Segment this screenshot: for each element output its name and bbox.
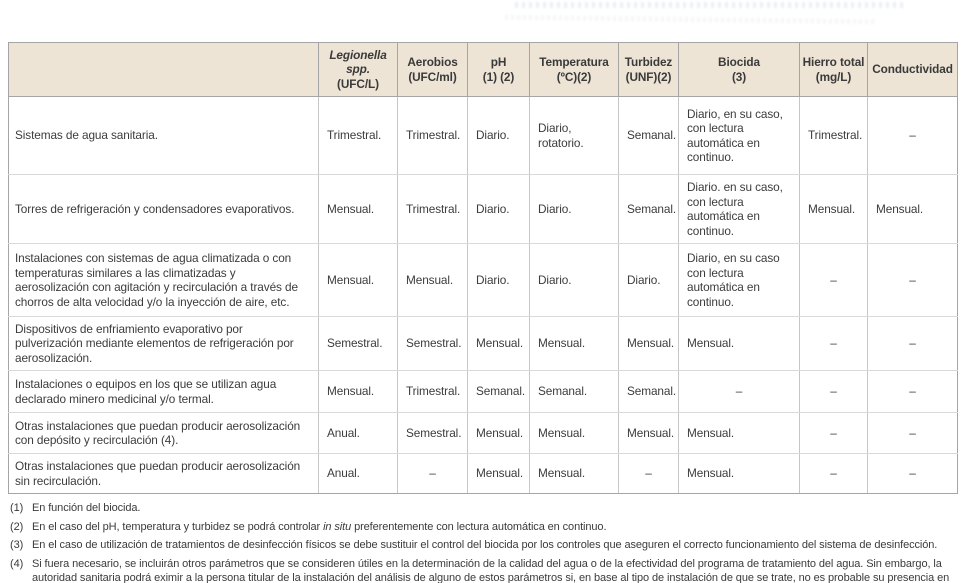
- cell-turbidez: Semanal.: [618, 96, 679, 175]
- faded-text-artifact: [504, 14, 876, 25]
- column-header-turbidez: Turbidez (UNF)(2): [618, 42, 679, 97]
- row-label: Otras instalaciones que puedan producir …: [8, 412, 319, 454]
- cell-conductividad: Mensual.: [867, 174, 958, 244]
- cell-ph: Mensual.: [467, 316, 530, 371]
- cell-ph: Diario.: [467, 96, 530, 175]
- footnote-number: (1): [10, 502, 24, 514]
- cell-temperatura: Mensual.: [529, 412, 619, 454]
- cell-turbidez: –: [618, 453, 679, 494]
- footnote-text: En función del biocida.: [32, 502, 141, 514]
- cell-temperatura: Mensual.: [529, 316, 619, 371]
- cell-hierro: –: [799, 412, 868, 454]
- cell-turbidez: Diario.: [618, 243, 679, 317]
- faded-text-artifact: [515, 2, 905, 8]
- footnote-text: En el caso del pH, temperatura y turbide…: [32, 520, 607, 533]
- cell-legionella: Mensual.: [318, 370, 398, 413]
- column-header-legionella: Legionella spp. (UFC/L): [318, 42, 398, 97]
- cell-temperatura: Mensual.: [529, 453, 619, 494]
- cell-hierro: Trimestral.: [799, 96, 868, 175]
- cell-legionella: Trimestral.: [318, 96, 398, 175]
- cell-aerobios: Semestral.: [397, 316, 468, 371]
- cell-conductividad: –: [867, 412, 958, 454]
- table-row: Instalaciones con sistemas de agua clima…: [8, 243, 958, 317]
- column-header-biocida: Biocida (3): [678, 42, 800, 97]
- table-row: Otras instalaciones que puedan producir …: [8, 412, 958, 454]
- cell-biocida: Diario, en su caso, con lectura automáti…: [678, 96, 800, 175]
- cell-aerobios: Trimestral.: [397, 174, 468, 244]
- cell-hierro: –: [799, 316, 868, 371]
- cell-legionella: Mensual.: [318, 174, 398, 244]
- table-row: Sistemas de agua sanitaria. Trimestral. …: [8, 96, 958, 175]
- footnote-number: (4): [10, 557, 24, 570]
- cell-temperatura: Semanal.: [529, 370, 619, 413]
- cell-ph: Mensual.: [467, 412, 530, 454]
- table-row: Torres de refrigeración y condensadores …: [8, 174, 958, 244]
- row-label: Torres de refrigeración y condensadores …: [8, 174, 319, 244]
- cell-biocida: Mensual.: [678, 453, 800, 494]
- cell-biocida: –: [678, 370, 800, 413]
- table-header-row: Legionella spp. (UFC/L) Aerobios (UFC/ml) …: [8, 42, 958, 97]
- cell-conductividad: –: [867, 370, 958, 413]
- cell-conductividad: –: [867, 316, 958, 371]
- cell-temperatura: Diario.: [529, 174, 619, 244]
- cell-legionella: Anual.: [318, 453, 398, 494]
- row-label: Otras instalaciones que puedan producir …: [8, 453, 319, 494]
- cell-turbidez: Semanal.: [618, 370, 679, 413]
- footnote-number: (2): [10, 520, 24, 533]
- cell-ph: Mensual.: [467, 453, 530, 494]
- cell-biocida: Mensual.: [678, 412, 800, 454]
- column-header-installation: [8, 42, 319, 97]
- footnote-1: (1) En función del biocida.: [10, 501, 957, 515]
- cell-turbidez: Semanal.: [618, 174, 679, 244]
- cell-legionella: Semestral.: [318, 316, 398, 371]
- footnote-4: (4) Si fuera necesario, se incluirán otr…: [10, 557, 957, 583]
- cell-conductividad: –: [867, 96, 958, 175]
- cell-conductividad: –: [867, 453, 958, 494]
- footnote-text: En el caso de utilización de tratamiento…: [32, 539, 938, 551]
- row-label: Sistemas de agua sanitaria.: [8, 96, 319, 175]
- cell-legionella: Anual.: [318, 412, 398, 454]
- cell-temperatura: Diario.: [529, 243, 619, 317]
- cell-turbidez: Mensual.: [618, 316, 679, 371]
- cell-hierro: –: [799, 243, 868, 317]
- table-row: Otras instalaciones que puedan producir …: [8, 453, 958, 494]
- cell-aerobios: Mensual.: [397, 243, 468, 317]
- cell-biocida: Diario. en su caso, con lectura automáti…: [678, 174, 800, 244]
- footnote-2: (2) En el caso del pH, temperatura y tur…: [10, 520, 957, 534]
- cell-aerobios: –: [397, 453, 468, 494]
- cell-conductividad: –: [867, 243, 958, 317]
- table-row: Instalaciones o equipos en los que se ut…: [8, 370, 958, 413]
- column-header-hierro-total: Hierro total (mg/L): [799, 42, 868, 97]
- row-label: Dispositivos de enfriamiento evaporativo…: [8, 316, 319, 371]
- footnotes-section: (1) En función del biocida. (2) En el ca…: [10, 501, 957, 583]
- cell-hierro: –: [799, 453, 868, 494]
- cell-hierro: Mensual.: [799, 174, 868, 244]
- cell-ph: Diario.: [467, 174, 530, 244]
- cell-aerobios: Trimestral.: [397, 370, 468, 413]
- footnote-text: Si fuera necesario, se incluirán otros p…: [32, 557, 950, 583]
- column-header-aerobios: Aerobios (UFC/ml): [397, 42, 468, 97]
- cell-aerobios: Semestral.: [397, 412, 468, 454]
- cell-legionella: Mensual.: [318, 243, 398, 317]
- monitoring-frequency-table: Legionella spp. (UFC/L) Aerobios (UFC/ml) …: [8, 42, 958, 494]
- column-header-ph: pH (1) (2): [467, 42, 530, 97]
- row-label: Instalaciones o equipos en los que se ut…: [8, 370, 319, 413]
- column-header-temperatura: Temperatura (ºC)(2): [529, 42, 619, 97]
- row-label: Instalaciones con sistemas de agua clima…: [8, 243, 319, 317]
- cell-ph: Diario.: [467, 243, 530, 317]
- footnote-3: (3) En el caso de utilización de tratami…: [10, 538, 957, 552]
- column-header-conductividad: Conductividad: [867, 42, 958, 97]
- cell-biocida: Mensual.: [678, 316, 800, 371]
- cell-aerobios: Trimestral.: [397, 96, 468, 175]
- cell-hierro: –: [799, 370, 868, 413]
- cell-turbidez: Mensual.: [618, 412, 679, 454]
- cell-biocida: Diario, en su caso con lectura automátic…: [678, 243, 800, 317]
- cell-temperatura: Diario, rotatorio.: [529, 96, 619, 175]
- cell-ph: Semanal.: [467, 370, 530, 413]
- table-row: Dispositivos de enfriamiento evaporativo…: [8, 316, 958, 371]
- footnote-number: (3): [10, 539, 24, 551]
